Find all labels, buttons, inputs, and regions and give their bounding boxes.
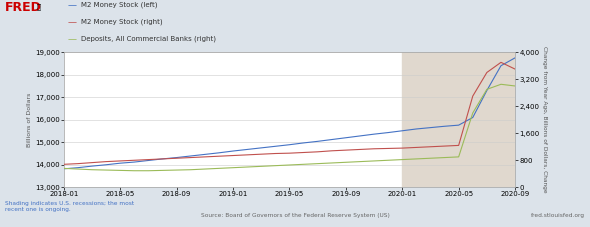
Text: Deposits, All Commercial Banks (right): Deposits, All Commercial Banks (right): [81, 35, 217, 42]
Y-axis label: Billions of Dollars: Billions of Dollars: [27, 93, 32, 147]
Text: —: —: [68, 35, 77, 44]
Text: M2 Money Stock (left): M2 Money Stock (left): [81, 1, 158, 8]
Text: 📈: 📈: [37, 3, 41, 10]
Text: Shading indicates U.S. recessions; the most
recent one is ongoing.: Shading indicates U.S. recessions; the m…: [5, 201, 134, 212]
Y-axis label: Change from Year Ago, Billions of Dollars, Change: Change from Year Ago, Billions of Dollar…: [542, 47, 548, 193]
Text: —: —: [68, 18, 77, 27]
Text: Source: Board of Governors of the Federal Reserve System (US): Source: Board of Governors of the Federa…: [201, 213, 389, 218]
Bar: [402, 52, 515, 187]
Text: fred.stlouisfed.org: fred.stlouisfed.org: [531, 213, 585, 218]
Text: FRED: FRED: [5, 1, 41, 14]
Text: M2 Money Stock (right): M2 Money Stock (right): [81, 18, 163, 25]
Text: —: —: [68, 1, 77, 10]
